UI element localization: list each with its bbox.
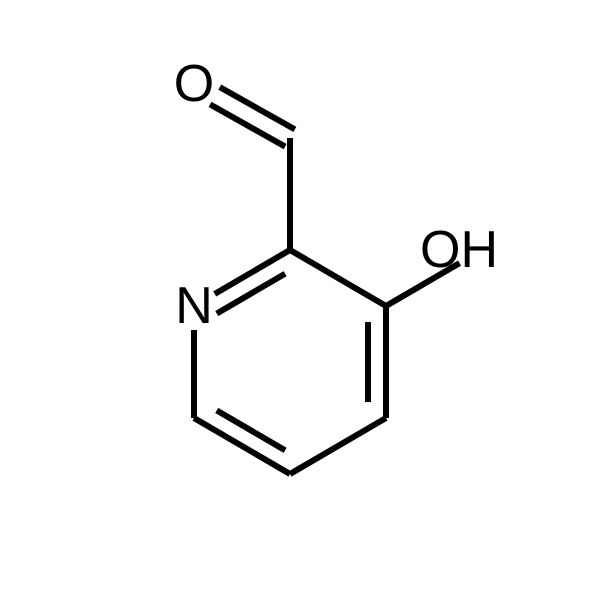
bond-10-b (210, 104, 285, 146)
bond-inner-8 (217, 410, 285, 450)
atom-label-O1: O (174, 55, 214, 113)
bond-10-a (220, 87, 295, 129)
molecule-diagram: N O OH (0, 0, 600, 600)
atom-label-N: N (175, 277, 213, 335)
bond-0 (215, 250, 290, 294)
atom-label-O2: OH (420, 221, 498, 279)
bond-1 (290, 250, 386, 306)
bond-3 (290, 418, 386, 474)
bond-inner-6 (217, 274, 285, 314)
